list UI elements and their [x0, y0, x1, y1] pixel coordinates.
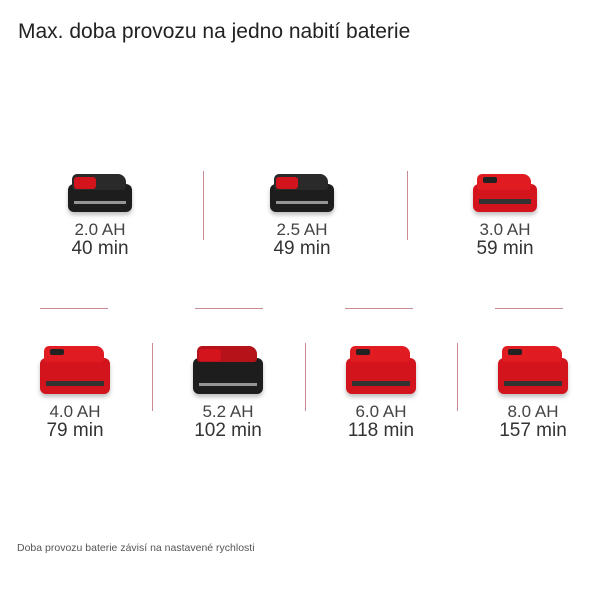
battery-capacity: 4.0 AH	[49, 402, 101, 421]
battery-capacity: 8.0 AH	[507, 402, 559, 421]
battery-item: 2.0 AH 40 min	[25, 170, 175, 258]
divider	[495, 308, 563, 309]
battery-runtime: 79 min	[46, 420, 104, 441]
battery-item: 3.0 AH 59 min	[430, 170, 580, 258]
battery-item: 8.0 AH 157 min	[458, 342, 600, 440]
divider	[40, 308, 108, 309]
divider	[457, 343, 458, 411]
battery-runtime: 40 min	[71, 238, 129, 259]
battery-pack-icon	[346, 342, 416, 394]
battery-capacity: 2.5 AH	[276, 220, 328, 239]
battery-pack-icon	[473, 170, 537, 212]
battery-capacity: 3.0 AH	[479, 220, 531, 239]
footnote: Doba provozu baterie závisí na nastavené…	[17, 542, 255, 554]
battery-pack-icon	[498, 342, 568, 394]
battery-item: 2.5 AH 49 min	[227, 170, 377, 258]
battery-runtime: 157 min	[499, 420, 567, 441]
battery-pack-icon	[193, 342, 263, 394]
battery-runtime: 49 min	[273, 238, 331, 259]
battery-item: 5.2 AH 102 min	[153, 342, 303, 440]
divider	[345, 308, 413, 309]
divider	[195, 308, 263, 309]
battery-pack-icon	[40, 342, 110, 394]
divider	[203, 171, 204, 240]
battery-runtime: 118 min	[347, 420, 415, 441]
battery-item: 6.0 AH 118 min	[306, 342, 456, 440]
battery-runtime: 102 min	[194, 420, 262, 441]
battery-runtime: 59 min	[476, 238, 534, 259]
battery-capacity: 6.0 AH	[355, 402, 407, 421]
divider	[305, 343, 306, 411]
battery-capacity: 2.0 AH	[74, 220, 126, 239]
battery-item: 4.0 AH 79 min	[0, 342, 150, 440]
battery-capacity: 5.2 AH	[202, 402, 254, 421]
divider	[152, 343, 153, 411]
divider	[407, 171, 408, 240]
page-title: Max. doba provozu na jedno nabití bateri…	[18, 20, 411, 43]
battery-pack-icon	[270, 170, 334, 212]
battery-pack-icon	[68, 170, 132, 212]
